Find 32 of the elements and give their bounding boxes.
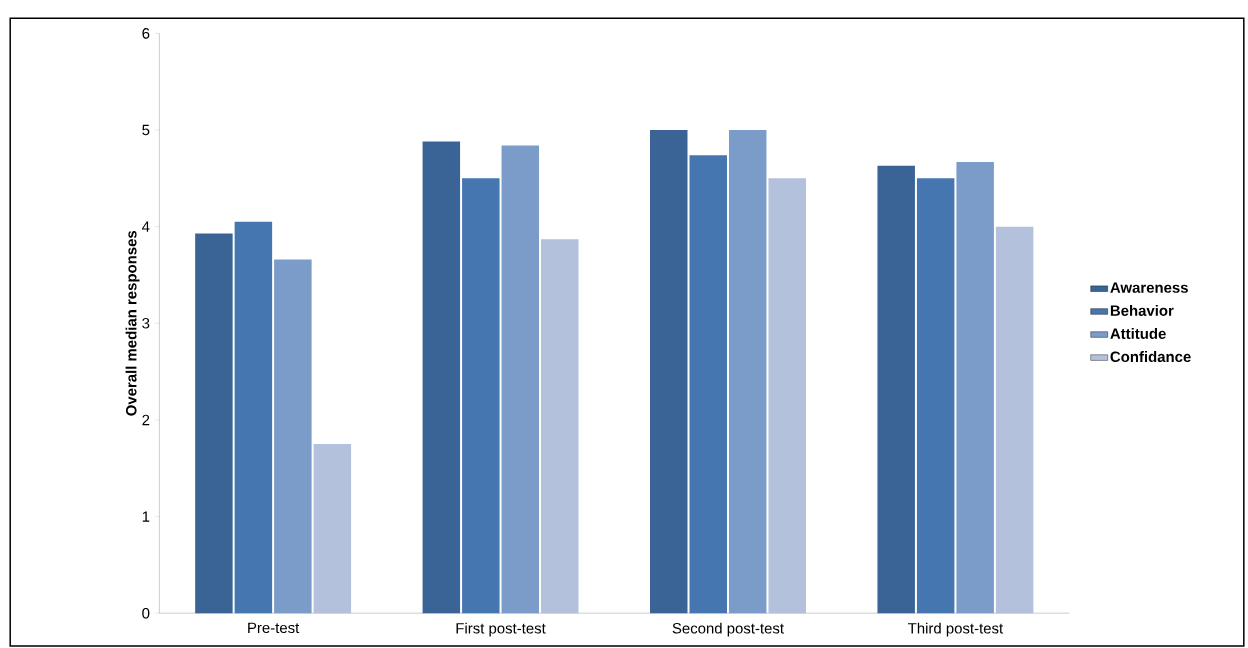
y-tick-label: 2 [142, 414, 150, 426]
bar [501, 145, 540, 614]
bar [274, 259, 312, 614]
legend-label: Behavior [1110, 304, 1174, 316]
bar [541, 239, 579, 614]
bar [995, 226, 1034, 614]
bar [422, 141, 461, 614]
y-tick-label: 1 [142, 511, 150, 522]
bar [195, 233, 233, 614]
legend-label: Confidance [1110, 350, 1191, 362]
y-tick-label: 4 [142, 221, 150, 232]
y-axis-title: Overall median responses [125, 230, 140, 416]
bar [689, 155, 727, 614]
bar [768, 178, 806, 614]
y-tick-label: 6 [142, 27, 150, 39]
y-tick-label: 3 [142, 317, 150, 329]
bar [877, 165, 915, 614]
legend-label: Attitude [1110, 327, 1166, 339]
x-tick-label: Pre-test [248, 622, 300, 633]
x-tick-label: Third post-test [908, 622, 1004, 637]
bar [462, 178, 500, 614]
y-tick-label: 5 [142, 124, 150, 136]
bar [956, 161, 994, 614]
bar [234, 221, 273, 614]
x-tick-label: Second post-test [672, 622, 784, 637]
bar [728, 129, 767, 614]
bar [916, 178, 955, 614]
bar [650, 129, 688, 614]
y-tick-label: 0 [142, 607, 150, 619]
bar [313, 443, 352, 614]
legend-label: Awareness [1110, 282, 1188, 293]
x-tick-label: First post-test [456, 622, 546, 637]
